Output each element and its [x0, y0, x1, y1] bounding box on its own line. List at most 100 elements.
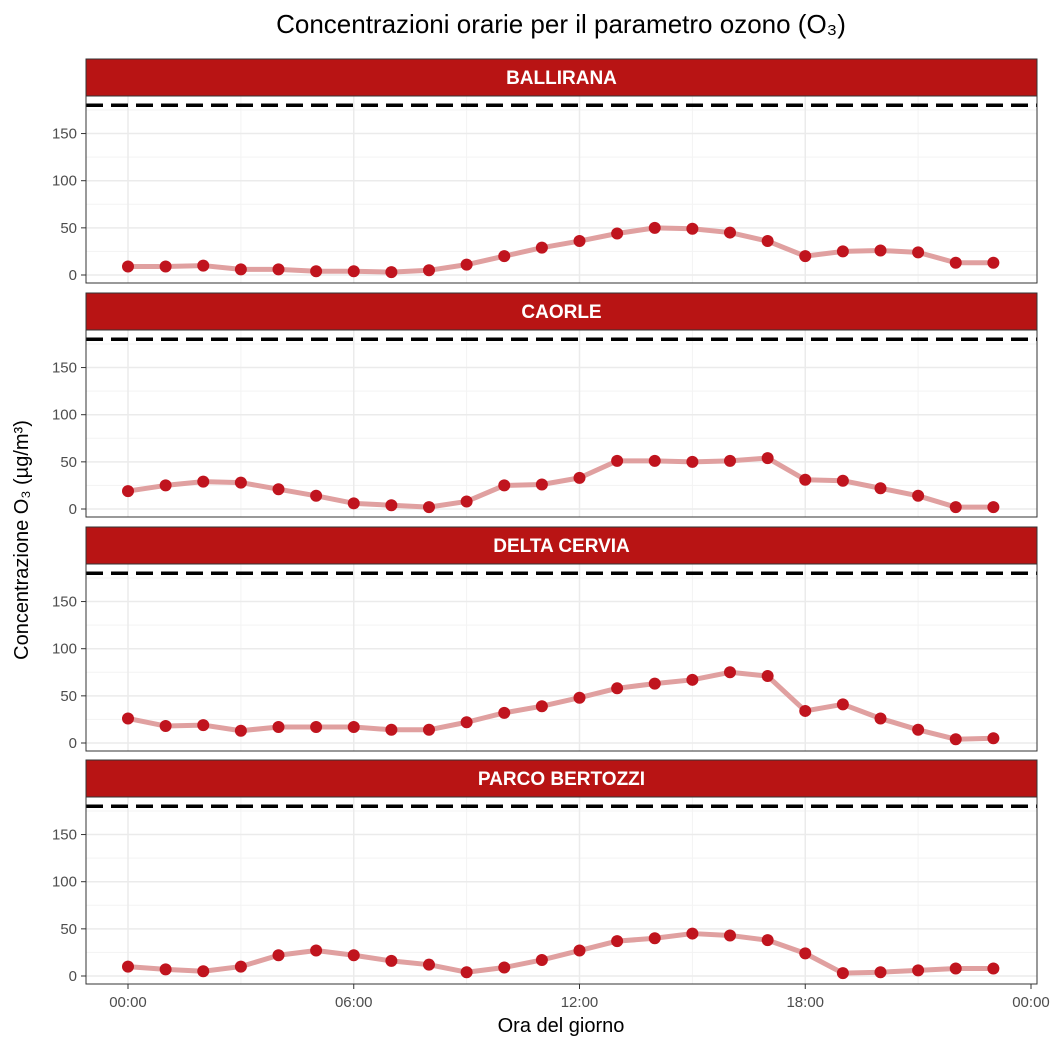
y-tick-label: 0 — [69, 501, 77, 518]
data-point — [724, 666, 736, 679]
data-point — [648, 677, 661, 690]
data-point — [272, 483, 285, 496]
y-tick-label: 150 — [52, 360, 77, 377]
data-point — [912, 964, 925, 977]
chart-title: Concentrazioni orarie per il parametro o… — [276, 9, 846, 39]
data-point — [836, 245, 849, 258]
data-point — [159, 260, 172, 273]
data-point — [535, 241, 548, 254]
y-tick-label: 100 — [52, 874, 77, 891]
data-point — [573, 691, 586, 704]
data-point — [122, 960, 134, 973]
data-point — [197, 475, 210, 488]
x-tick-label: 06:00 — [335, 994, 373, 1011]
facet-strip — [85, 292, 1038, 331]
x-tick-label: 00:00 — [109, 994, 147, 1011]
y-tick-label: 50 — [60, 688, 77, 705]
data-point — [611, 454, 624, 467]
x-axis-label: Ora del giorno — [498, 1015, 625, 1037]
data-point — [874, 482, 887, 495]
data-point — [987, 256, 1000, 269]
data-point — [234, 263, 247, 276]
facet-strip — [85, 759, 1038, 798]
data-point — [648, 932, 661, 945]
facet-strip-label: BALLIRANA — [506, 68, 617, 89]
data-point — [611, 935, 624, 948]
facet-strip-label: CAORLE — [521, 302, 601, 323]
data-point — [310, 265, 323, 278]
data-point — [573, 471, 586, 484]
data-point — [761, 235, 774, 248]
x-tick-label: 18:00 — [786, 994, 824, 1011]
data-point — [234, 476, 247, 489]
data-point — [535, 478, 548, 491]
data-point — [159, 720, 172, 733]
data-point — [310, 720, 323, 733]
panel-border — [85, 329, 1038, 518]
data-point — [460, 495, 473, 508]
data-point — [423, 958, 435, 971]
data-point — [874, 712, 887, 725]
data-point — [949, 962, 962, 975]
series-line — [125, 669, 996, 742]
panel-border — [85, 563, 1038, 752]
data-point — [159, 479, 172, 492]
data-point — [987, 501, 1000, 514]
data-point — [686, 673, 699, 686]
y-tick-label: 0 — [69, 968, 77, 985]
data-point — [122, 485, 134, 498]
data-point — [874, 244, 887, 257]
facet-panel: CAORLE 0 50 100 150 — [52, 292, 1038, 518]
data-point — [724, 226, 736, 239]
data-point — [912, 723, 925, 736]
y-tick-label: 0 — [69, 267, 77, 284]
x-tick-label: 12:00 — [561, 994, 599, 1011]
data-point — [498, 706, 511, 719]
data-point — [347, 949, 360, 962]
data-point — [310, 489, 323, 502]
series-line — [125, 225, 996, 275]
data-point — [949, 256, 962, 269]
y-tick-label: 0 — [69, 735, 77, 752]
y-tick-label: 100 — [52, 407, 77, 424]
data-point — [912, 489, 925, 502]
data-point — [573, 944, 586, 957]
data-point — [423, 501, 435, 514]
data-point — [836, 698, 849, 711]
data-point — [347, 497, 360, 510]
data-point — [686, 222, 699, 235]
data-point — [423, 264, 435, 277]
data-point — [912, 246, 925, 259]
data-point — [535, 953, 548, 966]
data-point — [498, 961, 511, 974]
data-point — [648, 454, 661, 467]
data-point — [987, 732, 1000, 745]
data-point — [761, 934, 774, 947]
data-point — [423, 723, 435, 736]
y-tick-label: 50 — [60, 454, 77, 471]
data-point — [385, 954, 398, 967]
data-point — [272, 720, 285, 733]
data-point — [724, 929, 736, 942]
y-tick-label: 100 — [52, 173, 77, 190]
data-point — [197, 719, 210, 732]
facet-strip — [85, 526, 1038, 565]
data-point — [573, 235, 586, 248]
x-tick-label: 00:00 — [1012, 994, 1050, 1011]
data-point — [498, 479, 511, 492]
data-point — [385, 499, 398, 512]
facet-strip-label: DELTA CERVIA — [493, 536, 630, 557]
data-point — [987, 962, 1000, 975]
data-point — [272, 949, 285, 962]
data-point — [686, 927, 699, 940]
data-point — [385, 723, 398, 736]
data-point — [272, 263, 285, 276]
facet-panel: PARCO BERTOZZI 0 50 100 150 — [52, 759, 1038, 985]
data-point — [836, 474, 849, 487]
y-axis-label: Concentrazione O₃ (µg/m³) — [11, 420, 33, 660]
data-point — [836, 967, 849, 980]
data-point — [874, 966, 887, 979]
data-point — [460, 258, 473, 271]
